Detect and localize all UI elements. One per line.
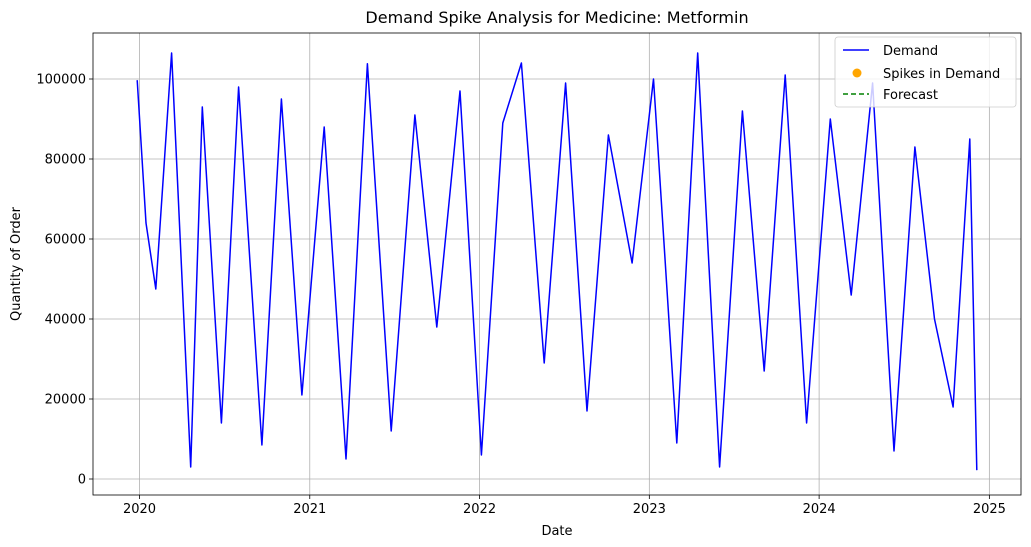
legend-spikes-label: Spikes in Demand	[883, 67, 1000, 82]
x-tick-label: 2021	[293, 502, 326, 517]
x-tick-label: 2024	[803, 502, 836, 517]
x-tick-label: 2022	[463, 502, 496, 517]
x-tick-label: 2023	[633, 502, 666, 517]
plot-frame	[92, 32, 1022, 496]
y-tick-label: 60000	[45, 233, 86, 248]
legend-box	[834, 36, 1017, 108]
legend: Demand Spikes in Demand Forecast	[834, 36, 1017, 108]
y-axis-label: Quantity of Order	[9, 206, 24, 321]
legend-demand-label: Demand	[883, 44, 938, 59]
legend-spikes-swatch	[852, 68, 862, 78]
series-layer	[136, 52, 978, 471]
legend-forecast-label: Forecast	[883, 88, 938, 103]
x-tick-label: 2020	[123, 502, 156, 517]
series-line-demand	[136, 52, 978, 471]
axis-ticks: 2020 2021 2022 2023 2024 2025 0 20000 40000 60000…	[36, 73, 1006, 518]
y-tick-label: 100000	[36, 73, 86, 88]
chart-title: Demand Spike Analysis for Medicine: Metf…	[365, 8, 748, 27]
y-tick-label: 20000	[45, 393, 86, 408]
x-tick-label: 2025	[973, 502, 1006, 517]
y-tick-label: 80000	[45, 153, 86, 168]
y-tick-label: 0	[78, 473, 86, 488]
x-axis-label: Date	[541, 524, 572, 539]
y-tick-label: 40000	[45, 313, 86, 328]
